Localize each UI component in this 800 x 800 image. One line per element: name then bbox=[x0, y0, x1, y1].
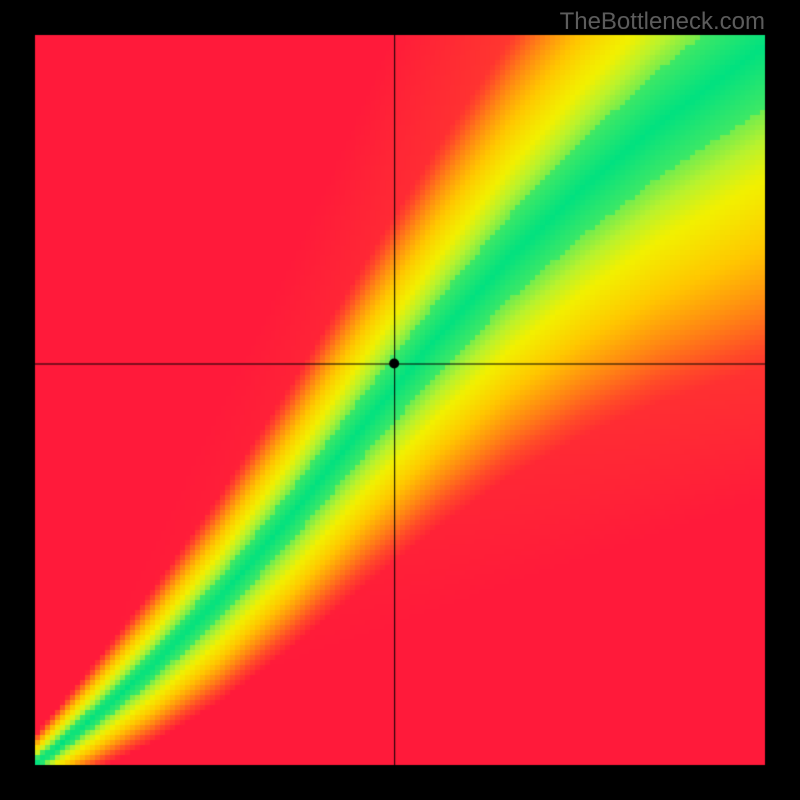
chart-container: TheBottleneck.com bbox=[0, 0, 800, 800]
watermark-text: TheBottleneck.com bbox=[560, 8, 765, 36]
bottleneck-heatmap bbox=[0, 0, 800, 800]
